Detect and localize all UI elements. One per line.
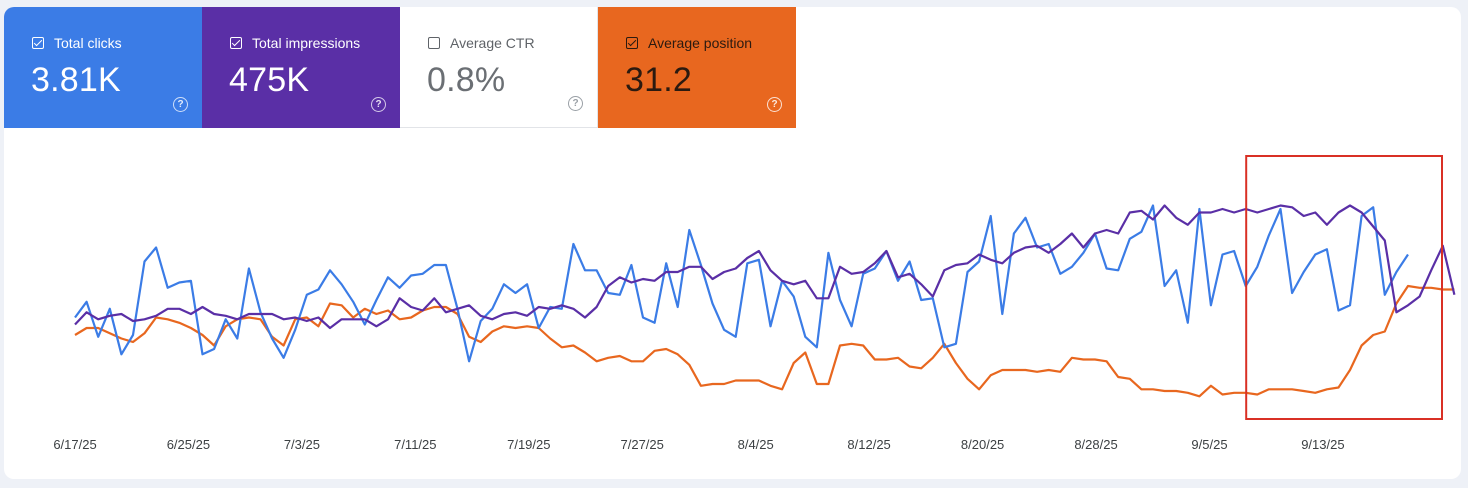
- x-tick-label: 8/4/25: [737, 437, 774, 452]
- metric-tiles: Total clicks 3.81K ? Total impressions 4…: [4, 7, 796, 128]
- help-icon[interactable]: ?: [568, 96, 583, 111]
- performance-card: Total clicks 3.81K ? Total impressions 4…: [4, 7, 1461, 479]
- tile-average-ctr[interactable]: Average CTR 0.8% ?: [400, 7, 598, 128]
- checkbox-unchecked-icon[interactable]: [428, 37, 440, 49]
- x-tick-label: 7/3/25: [283, 437, 320, 452]
- x-tick-label: 8/20/25: [960, 437, 1005, 452]
- tile-average-position[interactable]: Average position 31.2 ?: [598, 7, 796, 128]
- x-tick-label: 8/12/25: [847, 437, 891, 452]
- tile-total-impressions[interactable]: Total impressions 475K ?: [202, 7, 400, 128]
- tile-value: 0.8%: [427, 61, 506, 99]
- tile-label: Average position: [648, 35, 753, 51]
- x-tick-label: 6/25/25: [166, 437, 211, 452]
- series-line-average-position: [74, 284, 1455, 398]
- chart-plot: [74, 155, 1456, 420]
- x-tick-label: 8/28/25: [1074, 437, 1118, 452]
- help-icon[interactable]: ?: [767, 97, 782, 112]
- help-icon[interactable]: ?: [173, 97, 188, 112]
- performance-chart[interactable]: 6/17/25 6/25/25 7/3/25 7/11/25 7/19/25 7/27/2…: [4, 128, 1461, 479]
- x-tick-label: 7/11/25: [394, 437, 437, 452]
- tile-label: Total clicks: [54, 35, 122, 51]
- x-tick-label: 9/13/25: [1301, 437, 1345, 452]
- highlight-box: [1245, 155, 1443, 420]
- x-tick-label: 9/5/25: [1191, 437, 1228, 452]
- help-icon[interactable]: ?: [371, 97, 386, 112]
- x-tick-label: 7/19/25: [507, 437, 551, 452]
- checkbox-checked-icon[interactable]: [230, 37, 242, 49]
- tile-value: 475K: [229, 61, 310, 99]
- tile-value: 3.81K: [31, 61, 121, 99]
- x-tick-label: 7/27/25: [620, 437, 664, 452]
- checkbox-checked-icon[interactable]: [626, 37, 638, 49]
- tile-label: Total impressions: [252, 35, 361, 51]
- tile-total-clicks[interactable]: Total clicks 3.81K ?: [4, 7, 202, 128]
- checkbox-checked-icon[interactable]: [32, 37, 44, 49]
- series-line-total-clicks: [74, 204, 1409, 363]
- tile-value: 31.2: [625, 61, 692, 99]
- tile-label: Average CTR: [450, 35, 535, 51]
- x-tick-label: 6/17/25: [53, 437, 97, 452]
- series-line-total-impressions: [74, 204, 1456, 330]
